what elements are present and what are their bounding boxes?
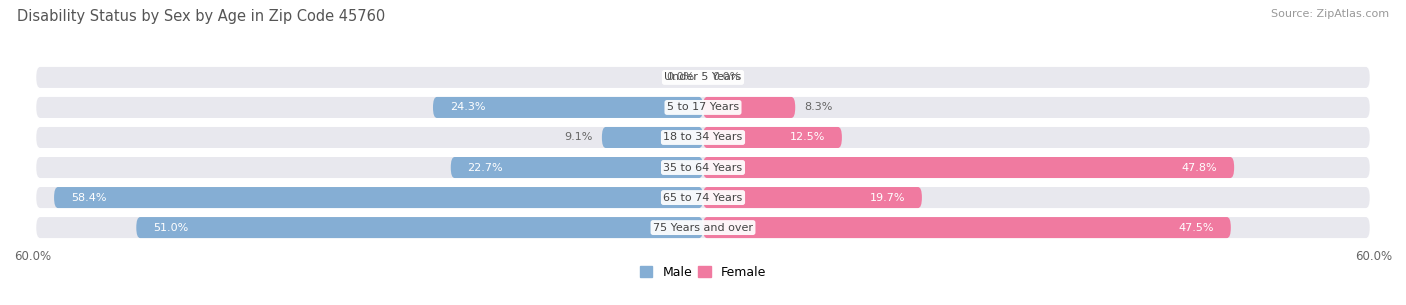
Text: 60.0%: 60.0% — [14, 250, 51, 263]
Text: 5 to 17 Years: 5 to 17 Years — [666, 102, 740, 113]
Legend: Male, Female: Male, Female — [640, 266, 766, 279]
FancyBboxPatch shape — [703, 217, 1230, 238]
Text: 35 to 64 Years: 35 to 64 Years — [664, 163, 742, 173]
FancyBboxPatch shape — [37, 67, 1369, 88]
FancyBboxPatch shape — [703, 127, 842, 148]
Text: 51.0%: 51.0% — [153, 223, 188, 233]
Text: 12.5%: 12.5% — [790, 132, 825, 142]
Text: 9.1%: 9.1% — [565, 132, 593, 142]
Text: 8.3%: 8.3% — [804, 102, 832, 113]
Text: 47.8%: 47.8% — [1182, 163, 1218, 173]
Text: 22.7%: 22.7% — [467, 163, 503, 173]
Text: 0.0%: 0.0% — [711, 72, 740, 82]
FancyBboxPatch shape — [53, 187, 703, 208]
FancyBboxPatch shape — [136, 217, 703, 238]
Text: 24.3%: 24.3% — [450, 102, 485, 113]
FancyBboxPatch shape — [602, 127, 703, 148]
Text: 18 to 34 Years: 18 to 34 Years — [664, 132, 742, 142]
Text: 60.0%: 60.0% — [1355, 250, 1392, 263]
Text: Source: ZipAtlas.com: Source: ZipAtlas.com — [1271, 9, 1389, 19]
FancyBboxPatch shape — [703, 97, 796, 118]
FancyBboxPatch shape — [37, 127, 1369, 148]
Text: Disability Status by Sex by Age in Zip Code 45760: Disability Status by Sex by Age in Zip C… — [17, 9, 385, 24]
FancyBboxPatch shape — [433, 97, 703, 118]
Text: 58.4%: 58.4% — [70, 192, 107, 203]
Text: 75 Years and over: 75 Years and over — [652, 223, 754, 233]
FancyBboxPatch shape — [703, 187, 922, 208]
FancyBboxPatch shape — [37, 157, 1369, 178]
FancyBboxPatch shape — [37, 97, 1369, 118]
Text: 0.0%: 0.0% — [666, 72, 695, 82]
Text: Under 5 Years: Under 5 Years — [665, 72, 741, 82]
Text: 47.5%: 47.5% — [1178, 223, 1215, 233]
FancyBboxPatch shape — [37, 187, 1369, 208]
FancyBboxPatch shape — [37, 217, 1369, 238]
FancyBboxPatch shape — [451, 157, 703, 178]
Text: 65 to 74 Years: 65 to 74 Years — [664, 192, 742, 203]
FancyBboxPatch shape — [703, 157, 1234, 178]
Text: 19.7%: 19.7% — [870, 192, 905, 203]
